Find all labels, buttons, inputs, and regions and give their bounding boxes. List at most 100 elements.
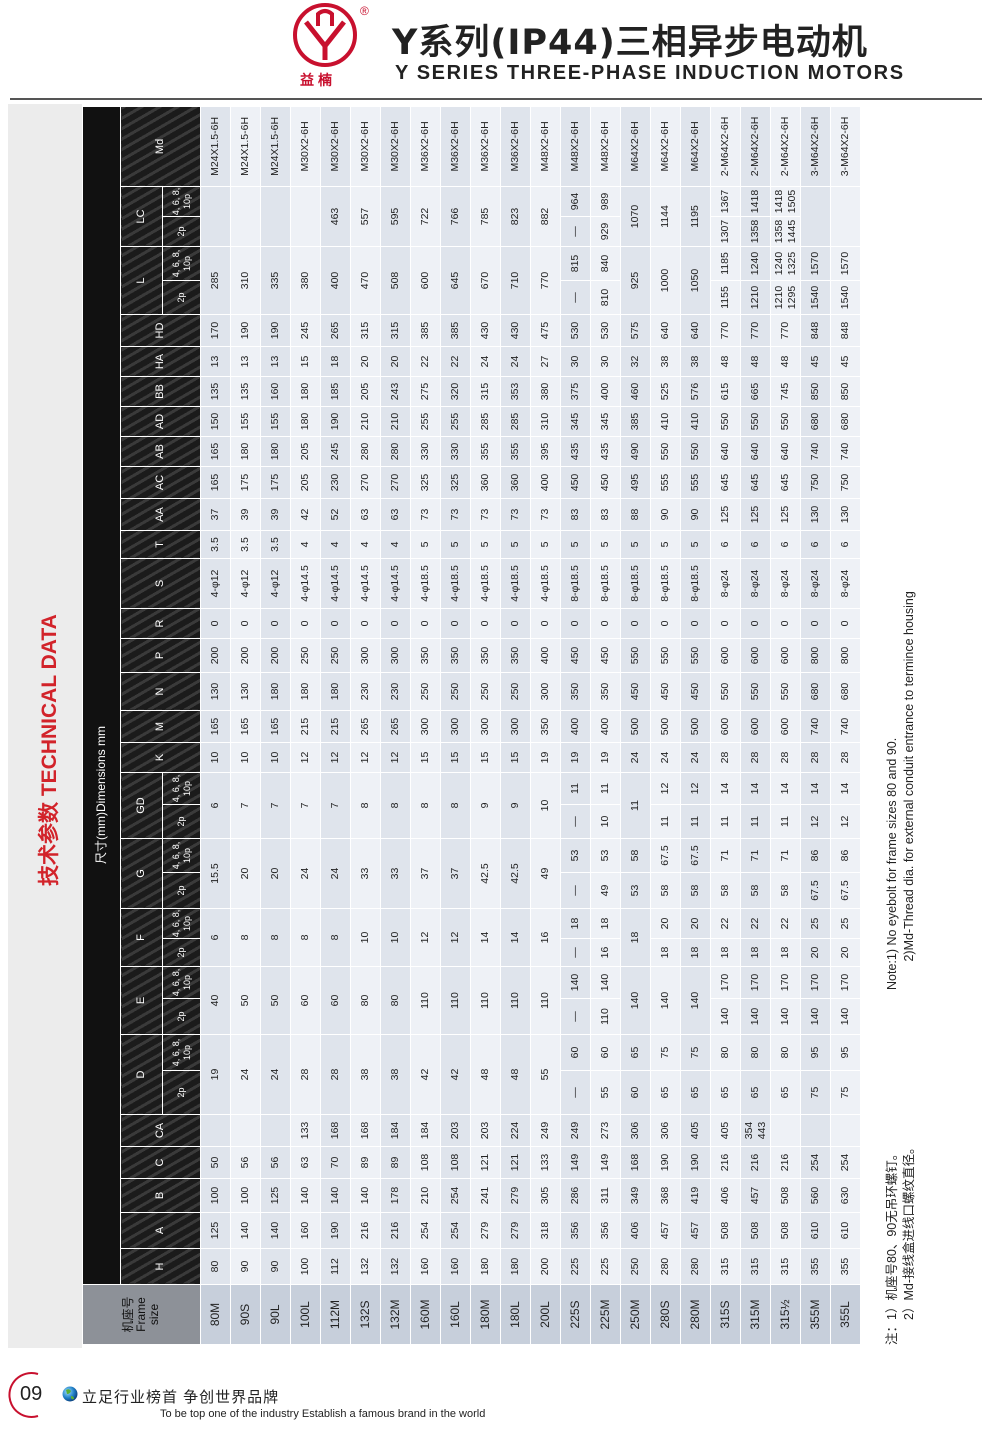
cell: 140	[320, 1178, 351, 1213]
cell: —	[560, 938, 591, 967]
cell-text: 250	[329, 646, 342, 665]
cell: 28	[800, 742, 831, 773]
cell-text: 80	[359, 994, 372, 1007]
cell: 18	[680, 938, 711, 967]
cell: 200	[260, 638, 291, 673]
cell: 13	[230, 346, 261, 377]
cell-text: 95	[809, 1046, 822, 1059]
cell: 130	[800, 498, 831, 531]
cell-text: 38	[389, 1068, 402, 1081]
cell: 310	[530, 406, 561, 437]
cell: 925	[620, 246, 651, 315]
cell-text: 8-φ18.5	[569, 565, 582, 602]
cell: 65	[650, 1070, 681, 1115]
cell-text: 419	[689, 1186, 702, 1205]
cell-text: 140	[749, 1007, 762, 1026]
cell-text: 355	[509, 442, 522, 461]
cell-text: 12	[659, 782, 672, 795]
cell: 71	[740, 838, 771, 873]
cell: 550	[740, 406, 771, 437]
cell: 560	[800, 1178, 831, 1213]
cell-text: 149	[569, 1153, 582, 1172]
cell: 5	[410, 530, 441, 559]
cell-text: 435	[599, 442, 612, 461]
cell: 108	[410, 1146, 441, 1179]
cell-text: 20	[689, 917, 702, 930]
cell: 4	[320, 530, 351, 559]
cell-text: 168	[629, 1153, 642, 1172]
cell: 38	[680, 346, 711, 377]
cell: 203	[440, 1114, 471, 1147]
cell: 600	[410, 246, 441, 315]
cell: 168	[350, 1114, 381, 1147]
cell: 2-M64X2-6H	[740, 106, 771, 187]
cell: 210	[410, 1178, 441, 1213]
cell: 350	[560, 672, 591, 711]
cell: 848	[830, 314, 861, 347]
cell: 63	[380, 498, 411, 531]
cell: 60	[560, 1034, 591, 1071]
cell-text: 0	[629, 620, 642, 627]
cell-text: 330	[419, 442, 432, 461]
cell: 8-φ18.5	[650, 558, 681, 609]
cell: 810	[590, 280, 621, 315]
cell: 63	[350, 498, 381, 531]
cell: 18	[650, 938, 681, 967]
cell: 315	[710, 1248, 741, 1285]
cell: 11	[680, 804, 711, 839]
cell: 1000	[650, 246, 681, 315]
cell-text: 20	[359, 355, 372, 368]
cell-text: 83	[569, 508, 582, 521]
cell-text: 0	[209, 620, 222, 627]
cell: 380	[290, 246, 321, 315]
cell: 285	[470, 406, 501, 437]
cell: 135	[230, 376, 261, 407]
cell-text: 6	[209, 802, 222, 809]
cell: 175	[260, 466, 291, 499]
cell-text: 450	[569, 473, 582, 492]
cell: 38	[350, 1034, 381, 1115]
cell-line: 1505	[785, 189, 798, 214]
cell-text: 18	[749, 946, 762, 959]
cell-text: M30X2-6H	[389, 121, 402, 172]
cell: 848	[800, 314, 831, 347]
cell: 680	[800, 406, 831, 437]
cell: 10	[530, 772, 561, 839]
cell-text: 50	[269, 994, 282, 1007]
cell-text: 140	[299, 1186, 312, 1205]
cell-text: 88	[629, 508, 642, 521]
cell: 300	[380, 638, 411, 673]
cell-text: 406	[629, 1221, 642, 1240]
cell-text: 224	[509, 1121, 522, 1140]
cell: 630	[830, 1178, 861, 1213]
cell: 16	[590, 938, 621, 967]
cell: 10	[200, 742, 231, 773]
cell: 0	[380, 608, 411, 639]
cell-text: 450	[629, 682, 642, 701]
cell-text: 168	[359, 1121, 372, 1140]
cell-text: 305	[539, 1186, 552, 1205]
cell-text: 38	[689, 355, 702, 368]
cell-text: 14	[719, 782, 732, 795]
cell-text: 989	[599, 192, 612, 211]
cell: 15	[500, 742, 531, 773]
cell: 555	[650, 466, 681, 499]
cell: 0	[590, 608, 621, 639]
cell-text: 180	[269, 682, 282, 701]
cell: 249	[560, 1114, 591, 1147]
cell: 600	[770, 710, 801, 743]
cell-text: 306	[659, 1121, 672, 1140]
cell: 740	[830, 436, 861, 467]
cell-text: 255	[419, 412, 432, 431]
cell: 12	[800, 804, 831, 839]
cell-text: 4-φ18.5	[479, 565, 492, 602]
cell-text: 18	[659, 946, 672, 959]
cell-text: 108	[449, 1153, 462, 1172]
cell	[800, 186, 831, 247]
cell-text: 215	[299, 717, 312, 736]
cell: 180	[290, 406, 321, 437]
note-zh: 注：1）机座号80、90无吊环螺钉。	[885, 1147, 899, 1345]
cell-text: 11	[599, 783, 612, 794]
cell-text: 170	[719, 973, 732, 992]
cell: 155	[230, 406, 261, 437]
